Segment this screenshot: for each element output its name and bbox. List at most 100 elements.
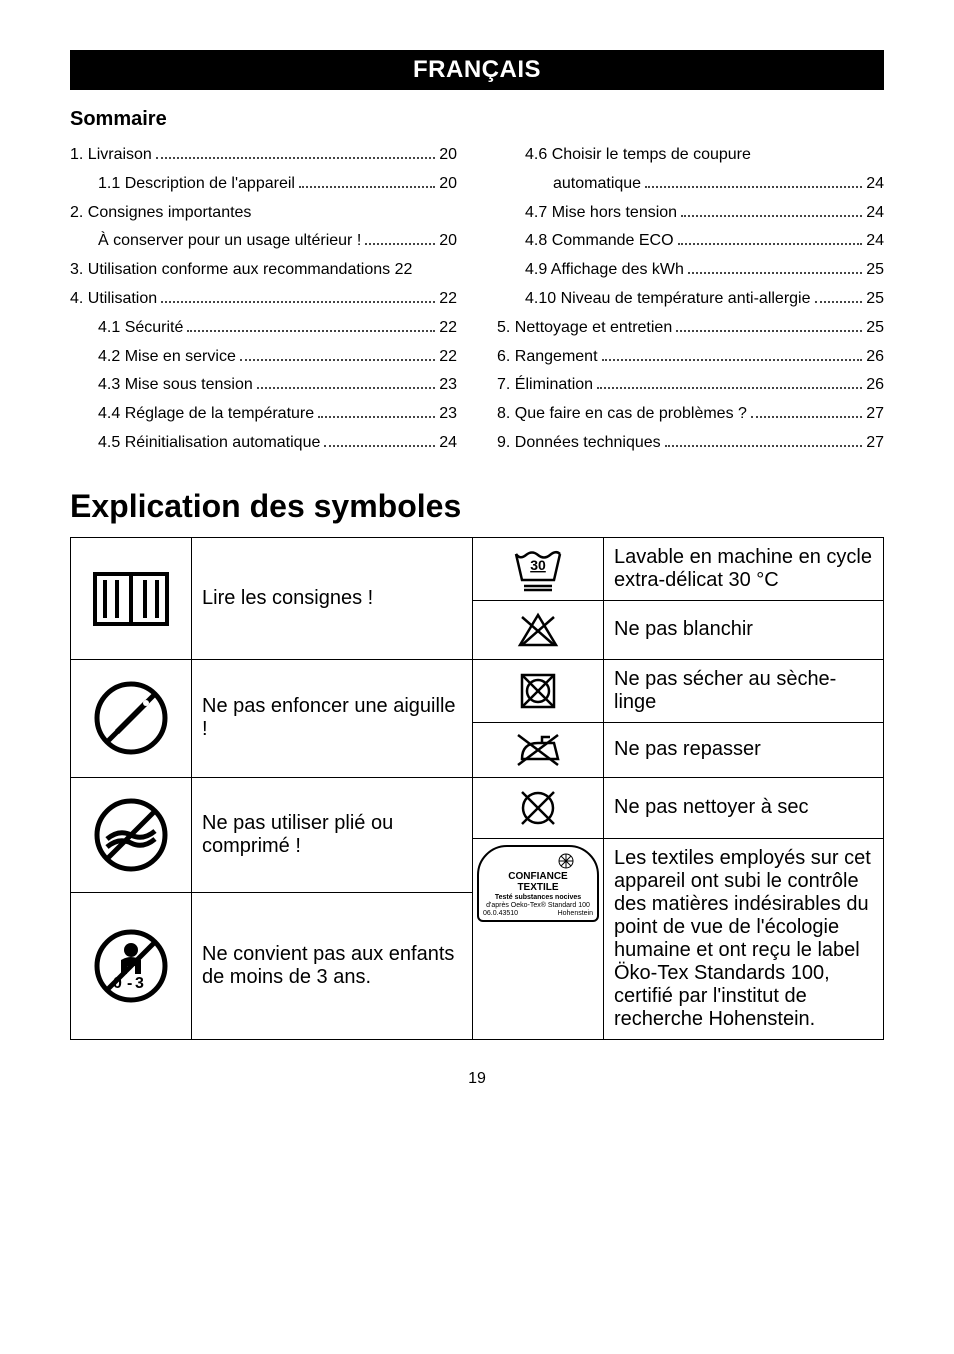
toc-left-column: 1. Livraison201.1 Description de l'appar… — [70, 141, 457, 458]
svg-text:30: 30 — [530, 557, 546, 573]
toc-page: 26 — [866, 343, 884, 372]
desc-wash30: Lavable en machine en cycle extra-délica… — [604, 537, 884, 600]
icon-no-iron — [473, 722, 604, 777]
toc-page: 22 — [439, 343, 457, 372]
oeko-line5a: 06.0.43510 — [483, 910, 518, 918]
toc-entry: 9. Données techniques 27 — [497, 429, 884, 458]
section-title: Explication des symboles — [70, 488, 884, 525]
icon-no-03: 0 - 3 — [71, 893, 192, 1040]
toc-text: automatique — [553, 170, 641, 199]
toc-text: 5. Nettoyage et entretien — [497, 314, 672, 343]
toc-page: 23 — [439, 400, 457, 429]
toc-dots — [815, 301, 863, 303]
toc-text: 4.6 Choisir le temps de coupure — [525, 141, 751, 170]
toc-page: 22 — [439, 314, 457, 343]
toc-entry: automatique 24 — [497, 170, 884, 199]
icon-no-needle — [71, 659, 192, 777]
header-title: FRANÇAIS — [413, 56, 541, 83]
page-number: 19 — [70, 1070, 884, 1088]
toc-dots — [161, 301, 435, 303]
desc-no-iron: Ne pas repasser — [604, 722, 884, 777]
toc-dots — [318, 416, 435, 418]
toc-text: 4.9 Affichage des kWh — [525, 256, 684, 285]
toc-entry: 1.1 Description de l'appareil 20 — [70, 170, 457, 199]
toc-text: 4. Utilisation — [70, 285, 157, 314]
toc-dots — [597, 387, 862, 389]
icon-no-fold — [71, 777, 192, 892]
toc-page: 22 — [439, 285, 457, 314]
toc-page: 20 — [439, 170, 457, 199]
toc-entry: 3. Utilisation conforme aux recommandati… — [70, 256, 457, 285]
toc-text: 9. Données techniques — [497, 429, 661, 458]
toc-text: 4.10 Niveau de température anti-allergie — [525, 285, 811, 314]
oeko-line2: TEXTILE — [483, 882, 593, 894]
svg-text:0: 0 — [113, 975, 122, 992]
toc-page: 25 — [866, 256, 884, 285]
toc-text: 4.4 Réglage de la température — [98, 400, 314, 429]
toc-page: 25 — [866, 285, 884, 314]
toc-text: 1.1 Description de l'appareil — [98, 170, 295, 199]
toc-text: À conserver pour un usage ultérieur ! — [98, 227, 361, 256]
toc-entry: À conserver pour un usage ultérieur !20 — [70, 227, 457, 256]
toc-dots — [257, 387, 435, 389]
toc-text: 4.7 Mise hors tension — [525, 199, 677, 228]
icon-wash30: 30 — [473, 537, 604, 600]
toc-right-column: 4.6 Choisir le temps de coupureautomatiq… — [497, 141, 884, 458]
toc-text: 8. Que faire en cas de problèmes ? — [497, 400, 747, 429]
icon-no-bleach — [473, 600, 604, 659]
toc-page: 24 — [439, 429, 457, 458]
toc-text: 4.2 Mise en service — [98, 343, 236, 372]
desc-no-03: Ne convient pas aux enfants de moins de … — [192, 893, 473, 1040]
toc-dots — [365, 243, 435, 245]
svg-text:-: - — [127, 975, 132, 992]
toc-page: 24 — [866, 199, 884, 228]
toc-dots — [187, 330, 435, 332]
toc-entry: 5. Nettoyage et entretien 25 — [497, 314, 884, 343]
toc-text: 7. Élimination — [497, 371, 593, 400]
toc-text: 6. Rangement — [497, 343, 598, 372]
oeko-line1: CONFIANCE — [483, 871, 593, 883]
toc-text: 2. Consignes importantes — [70, 199, 251, 228]
toc-page: 20 — [439, 141, 457, 170]
icon-manual — [71, 537, 192, 659]
toc-page: 26 — [866, 371, 884, 400]
toc-entry: 4. Utilisation 22 — [70, 285, 457, 314]
toc-entry: 4.2 Mise en service 22 — [70, 343, 457, 372]
toc-text: 4.8 Commande ECO — [525, 227, 674, 256]
toc-dots — [602, 359, 863, 361]
desc-no-tumble: Ne pas sécher au sèche-linge — [604, 659, 884, 722]
oeko-line4: d'après Oeko-Tex® Standard 100 — [483, 902, 593, 910]
toc-dots — [240, 359, 435, 361]
toc-page: 24 — [866, 227, 884, 256]
toc-entry: 4.10 Niveau de température anti-allergie… — [497, 285, 884, 314]
header-bar: FRANÇAIS — [70, 50, 884, 90]
symbols-table: Lire les consignes ! 30 Lavable en machi… — [70, 537, 884, 1040]
toc-entry: 4.9 Affichage des kWh 25 — [497, 256, 884, 285]
icon-no-dryclean — [473, 777, 604, 838]
desc-no-bleach: Ne pas blanchir — [604, 600, 884, 659]
toc-text: 4.5 Réinitialisation automatique — [98, 429, 320, 458]
toc-text: 4.1 Sécurité — [98, 314, 183, 343]
oeko-line5b: Hohenstein — [558, 910, 593, 918]
toc-entry: 7. Élimination 26 — [497, 371, 884, 400]
toc-page: 24 — [866, 170, 884, 199]
toc-entry: 4.5 Réinitialisation automatique 24 — [70, 429, 457, 458]
toc-dots — [156, 157, 435, 159]
desc-oeko: Les textiles employés sur cet appareil o… — [604, 838, 884, 1039]
toc-entry: 4.3 Mise sous tension23 — [70, 371, 457, 400]
toc-entry: 1. Livraison 20 — [70, 141, 457, 170]
toc-entry: 2. Consignes importantes — [70, 199, 457, 228]
toc-text: 4.3 Mise sous tension — [98, 371, 253, 400]
toc-dots — [688, 272, 862, 274]
toc-page: 25 — [866, 314, 884, 343]
toc-text: 1. Livraison — [70, 141, 152, 170]
desc-no-fold: Ne pas utiliser plié ou comprimé ! — [192, 777, 473, 892]
toc-entry: 4.1 Sécurité 22 — [70, 314, 457, 343]
oeko-line3: Testé substances nocives — [483, 894, 593, 902]
toc-page: 27 — [866, 429, 884, 458]
icon-oeko-tex: CONFIANCE TEXTILE Testé substances nociv… — [473, 838, 604, 1039]
toc-dots — [678, 243, 863, 245]
toc-entry: 8. Que faire en cas de problèmes ?27 — [497, 400, 884, 429]
toc-entry: 4.6 Choisir le temps de coupure — [497, 141, 884, 170]
desc-no-dryclean: Ne pas nettoyer à sec — [604, 777, 884, 838]
